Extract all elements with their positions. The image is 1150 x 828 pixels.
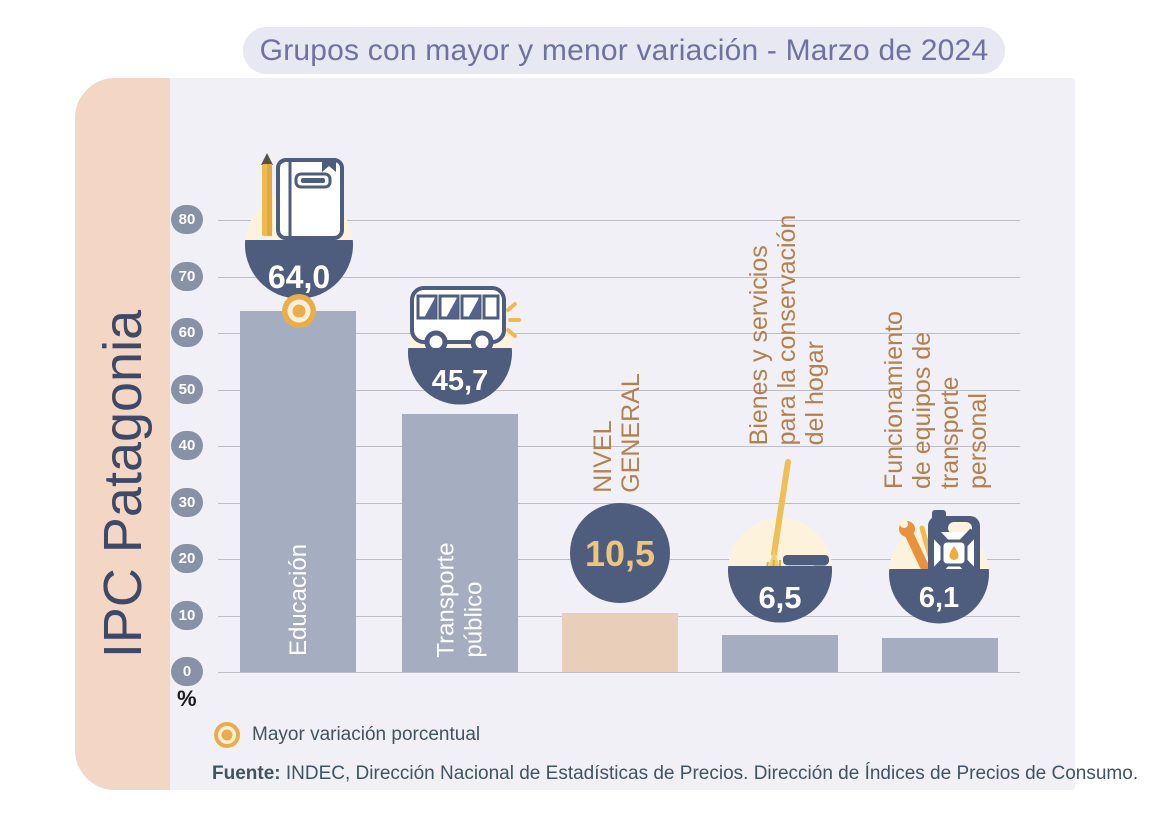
fuel-can-wrench-icon <box>899 510 980 580</box>
bus-icon <box>410 286 521 354</box>
y-tick-badge: 70 <box>171 262 203 291</box>
legend: Mayor variación porcentual <box>212 720 480 750</box>
bar-label-educacion: Educación <box>285 543 313 657</box>
source-prefix: Fuente: <box>212 763 281 784</box>
source-line: Fuente: INDEC, Dirección Nacional de Est… <box>212 763 1138 785</box>
bubble-value: 64,0 <box>268 259 330 295</box>
bar-funcionamiento-equipos <box>882 638 998 672</box>
gridline-50 <box>218 390 1020 391</box>
bubble-value: 10,5 <box>585 533 655 574</box>
y-tick-badge: 20 <box>171 544 203 573</box>
bubble-value: 6,5 <box>758 580 801 615</box>
highest-variation-marker-icon <box>282 294 316 328</box>
y-tick-badge: 80 <box>171 205 203 234</box>
pencil-notebook-icon <box>261 153 344 240</box>
bar-label-bienes-y-servicios: Bienes y servicios para la conservación … <box>745 214 829 446</box>
value-bubble-transporte: 45,7 <box>408 286 521 405</box>
bar-label-funcionamiento-equipos: Funcionamiento de equipos de transporte … <box>880 311 992 489</box>
bubble-value: 45,7 <box>432 365 488 397</box>
brand-label: IPC Patagonia <box>93 309 153 659</box>
y-tick-badge: 10 <box>171 601 203 630</box>
y-tick-badge: 60 <box>171 318 203 347</box>
value-bubble-bienes: 6,5 <box>728 459 832 623</box>
y-tick-badge: 30 <box>171 488 203 517</box>
y-tick-badge: 40 <box>171 431 203 460</box>
bar-nivel-general <box>562 613 678 672</box>
bar-bienes-y-servicios <box>722 635 838 672</box>
bubble-value: 6,1 <box>919 582 959 614</box>
page-title: Grupos con mayor y menor variación - Mar… <box>243 27 1005 74</box>
gridline-80 <box>218 220 1020 221</box>
bar-educacion <box>240 311 356 672</box>
percent-unit-label: % <box>177 686 197 711</box>
page-title-text: Grupos con mayor y menor variación - Mar… <box>259 33 989 67</box>
y-tick-badge: 50 <box>171 375 203 404</box>
legend-label: Mayor variación porcentual <box>252 724 481 745</box>
brand-band <box>75 78 170 790</box>
value-bubble-nivel-general: 10,5 <box>570 503 670 603</box>
bar-label-transporte-publico: Transporte público <box>432 542 487 658</box>
value-bubble-funcionamiento: 6,1 <box>889 510 989 624</box>
value-bubble-educacion: 64,0 <box>245 153 353 299</box>
y-tick-badge: 0 <box>171 657 203 686</box>
bar-transporte-publico <box>402 414 518 672</box>
legend-marker-icon <box>214 722 240 748</box>
bar-label-nivel-general: NIVEL GENERAL <box>589 373 645 493</box>
gridline-40 <box>218 446 1020 447</box>
gridline-60 <box>218 333 1020 334</box>
source-text: INDEC, Dirección Nacional de Estadística… <box>280 763 1139 784</box>
gridline-70 <box>218 277 1020 278</box>
gridline-0 <box>218 672 1020 673</box>
